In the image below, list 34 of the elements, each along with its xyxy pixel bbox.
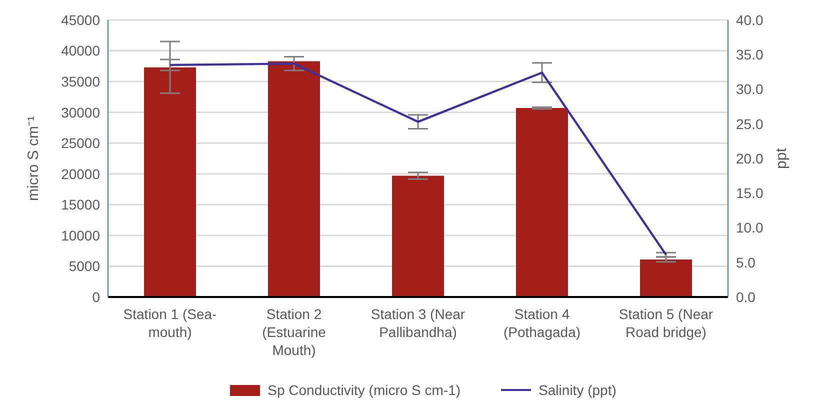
legend-label: Sp Conductivity (micro S cm-1) — [268, 382, 461, 398]
y2-tick-label: 40.0 — [736, 12, 764, 28]
legend-label: Salinity (ppt) — [538, 382, 616, 398]
y2-tick-label: 5.0 — [736, 254, 756, 270]
bar — [144, 67, 196, 297]
y2-tick-label: 35.0 — [736, 46, 764, 63]
x-tick-label: Station 4 (Pothagada) — [503, 306, 581, 340]
y-axis-title: micro S cm⁻¹ — [25, 116, 42, 201]
bar — [268, 61, 320, 297]
bar — [516, 108, 568, 297]
y-tick-label: 25000 — [61, 135, 100, 152]
y2-tick-label: 10.0 — [736, 220, 764, 236]
y2-tick-label: 0.0 — [736, 288, 756, 305]
y2-tick-label: 20.0 — [736, 150, 764, 166]
y2-axis-title: ppt — [773, 147, 790, 169]
y-tick-label: 15000 — [61, 196, 100, 213]
y-tick-label: 35000 — [61, 74, 100, 90]
y-tick-label: 30000 — [61, 104, 100, 120]
y2-tick-label: 15.0 — [736, 185, 764, 202]
y-tick-label: 5000 — [68, 258, 100, 274]
x-tick-label: Station 1 (Sea-mouth) — [123, 306, 218, 340]
x-tick-label: Station 5 (Near Road bridge) — [618, 306, 714, 340]
y2-tick-label: 30.0 — [736, 81, 764, 98]
y-tick-label: 45000 — [61, 12, 100, 28]
y-tick-label: 20000 — [61, 166, 100, 182]
y-tick-label: 10000 — [61, 227, 100, 244]
bar — [392, 176, 444, 297]
line-series — [168, 62, 668, 256]
y-tick-label: 40000 — [61, 42, 100, 59]
x-tick-label: Station 3 (Near Pallibandha) — [370, 306, 466, 340]
y2-tick-label: 25.0 — [736, 116, 764, 132]
bar — [640, 259, 692, 297]
y-tick-label: 0 — [92, 288, 100, 305]
x-tick-label: Station 2 (Estuarine Mouth) — [262, 306, 326, 358]
